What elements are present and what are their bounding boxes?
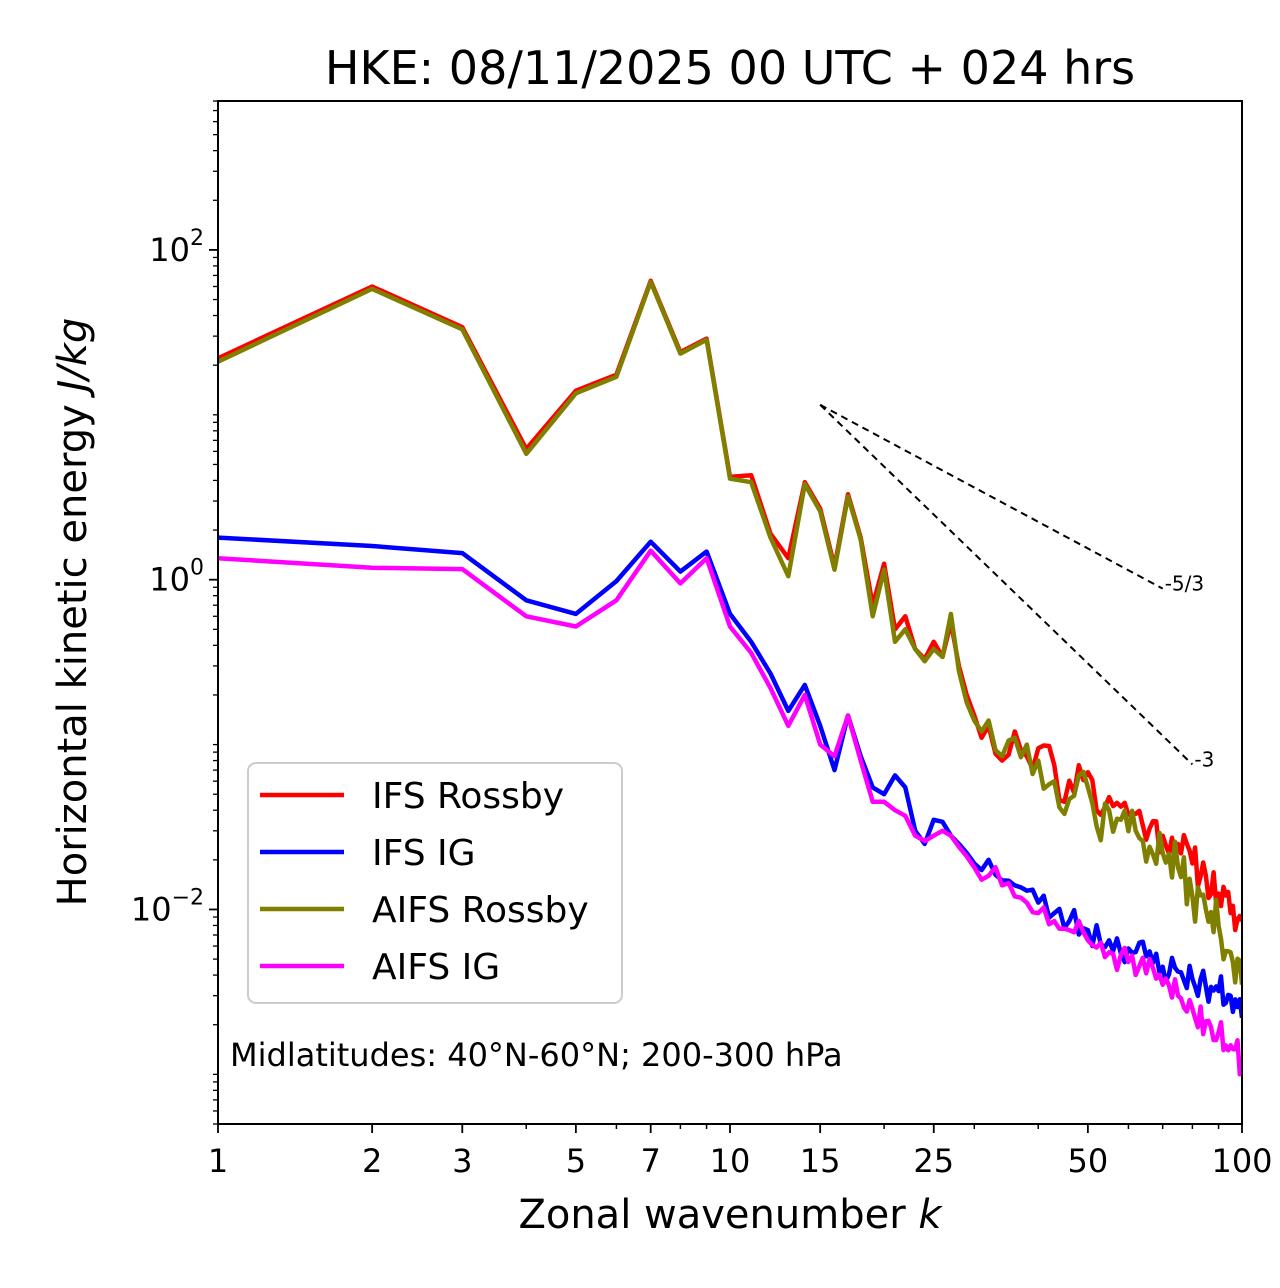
x-tick-label: 2 bbox=[362, 1142, 382, 1180]
x-tick-label: 100 bbox=[1211, 1142, 1272, 1180]
series-line-aifs-rossby bbox=[218, 279, 1242, 985]
region-annotation: Midlatitudes: 40°N-60°N; 200-300 hPa bbox=[230, 1036, 843, 1074]
x-tick-label: 10 bbox=[710, 1142, 751, 1180]
x-tick-label: 25 bbox=[913, 1142, 954, 1180]
reference-lines: -5/3 -3 bbox=[819, 403, 1214, 771]
series-line-aifs-ig bbox=[218, 548, 1242, 1077]
x-axis-ticks: 1 2 3 5 7 10 15 25 50 100 bbox=[208, 1124, 1273, 1180]
chart-title: HKE: 08/11/2025 00 UTC + 024 hrs bbox=[325, 41, 1135, 95]
x-tick-label: 3 bbox=[452, 1142, 472, 1180]
legend-label: IFS Rossby bbox=[372, 776, 564, 817]
legend-label: AIFS IG bbox=[372, 947, 500, 988]
legend: IFS Rossby IFS IG AIFS Rossby AIFS IG bbox=[247, 762, 623, 1004]
y-axis-ticks: 102 100 10−2 bbox=[131, 100, 218, 1125]
slope-reference-line bbox=[819, 403, 1164, 590]
x-axis-label: Zonal wavenumber k bbox=[518, 1192, 943, 1238]
legend-label: IFS IG bbox=[372, 833, 476, 874]
slope-reference-line bbox=[819, 404, 1194, 766]
legend-box bbox=[247, 762, 623, 1004]
x-tick-label: 7 bbox=[641, 1142, 661, 1180]
x-tick-label: 5 bbox=[566, 1142, 586, 1180]
slope-label: -3 bbox=[1194, 747, 1214, 771]
slope-label: -5/3 bbox=[1165, 572, 1204, 596]
x-tick-label: 15 bbox=[800, 1142, 841, 1180]
series-layer bbox=[218, 278, 1242, 1077]
y-tick-label: 102 bbox=[149, 226, 204, 269]
y-tick-label: 100 bbox=[149, 556, 204, 599]
x-tick-label: 50 bbox=[1068, 1142, 1109, 1180]
x-tick-label: 1 bbox=[208, 1142, 228, 1180]
y-tick-label: 10−2 bbox=[131, 885, 204, 928]
y-axis-label: Horizontal kinetic energy J/kg bbox=[50, 318, 96, 907]
legend-label: AIFS Rossby bbox=[372, 890, 589, 931]
